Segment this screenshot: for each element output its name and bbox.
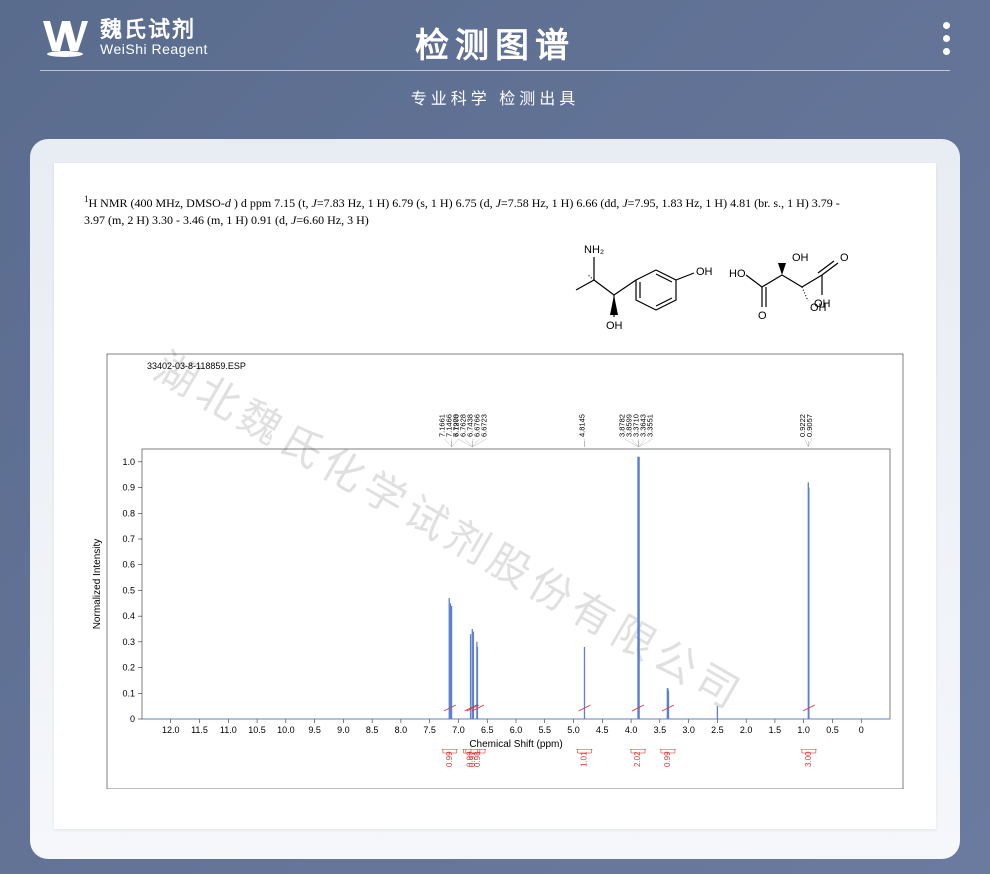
svg-text:3.3551: 3.3551 <box>646 414 655 437</box>
svg-text:12.0: 12.0 <box>162 725 180 735</box>
svg-text:HO: HO <box>729 268 746 280</box>
svg-text:2.0: 2.0 <box>740 725 753 735</box>
svg-text:O: O <box>758 310 767 322</box>
svg-text:1.0: 1.0 <box>797 725 810 735</box>
svg-text:2.5: 2.5 <box>711 725 724 735</box>
svg-text:0.99: 0.99 <box>663 750 672 766</box>
svg-text:1.5: 1.5 <box>769 725 782 735</box>
svg-text:0.8: 0.8 <box>122 508 135 518</box>
svg-text:3.00: 3.00 <box>804 750 813 766</box>
svg-text:0.9057: 0.9057 <box>805 414 814 437</box>
svg-text:0.3: 0.3 <box>122 636 135 646</box>
svg-text:OH: OH <box>792 252 809 264</box>
svg-text:5.0: 5.0 <box>567 725 580 735</box>
logo-icon <box>40 18 90 58</box>
nmr-spectrum: 33402-03-8-118859.ESP 0 0.1 0.2 0.3 0.4 0.5 0.6… <box>84 349 906 789</box>
svg-text:6.0: 6.0 <box>510 725 523 735</box>
svg-text:0.5: 0.5 <box>122 585 135 595</box>
page-title: 检测图谱 <box>415 18 575 67</box>
content-card: 湖北魏氏化学试剂股份有限公司 1H NMR (400 MHz, DMSO-d )… <box>30 139 960 859</box>
report-paper: 湖北魏氏化学试剂股份有限公司 1H NMR (400 MHz, DMSO-d )… <box>54 163 936 829</box>
svg-text:2.02: 2.02 <box>633 750 642 766</box>
svg-text:0.99: 0.99 <box>445 750 454 766</box>
svg-text:11.0: 11.0 <box>220 725 237 735</box>
svg-text:0: 0 <box>130 714 135 724</box>
svg-text:OH: OH <box>814 298 831 310</box>
svg-text:10.5: 10.5 <box>248 725 266 735</box>
svg-text:7.0: 7.0 <box>452 725 465 735</box>
svg-text:3.0: 3.0 <box>682 725 695 735</box>
svg-text:0.98: 0.98 <box>473 750 482 766</box>
divider <box>40 70 950 71</box>
svg-text:0.1: 0.1 <box>122 688 135 698</box>
svg-text:0.9: 0.9 <box>122 482 135 492</box>
svg-text:0.4: 0.4 <box>122 611 135 621</box>
chemical-structure: NH₂ OH OH <box>536 235 876 345</box>
svg-text:11.5: 11.5 <box>191 725 208 735</box>
svg-text:4.8145: 4.8145 <box>577 414 586 437</box>
svg-text:6.6723: 6.6723 <box>479 414 488 437</box>
svg-text:6.5: 6.5 <box>481 725 494 735</box>
menu-icon[interactable] <box>943 22 950 55</box>
svg-text:33402-03-8-118859.ESP: 33402-03-8-118859.ESP <box>147 361 246 371</box>
svg-text:Normalized Intensity: Normalized Intensity <box>92 538 103 629</box>
svg-text:3.5: 3.5 <box>654 725 667 735</box>
svg-text:4.0: 4.0 <box>625 725 638 735</box>
svg-text:0.7: 0.7 <box>122 534 135 544</box>
svg-text:1.01: 1.01 <box>579 750 588 766</box>
nmr-description: 1H NMR (400 MHz, DMSO-d ) d ppm 7.15 (t,… <box>84 193 906 229</box>
svg-text:0.5: 0.5 <box>826 725 839 735</box>
svg-text:8.0: 8.0 <box>395 725 408 735</box>
logo: 魏氏试剂 WeiShi Reagent <box>40 18 208 58</box>
svg-text:NH₂: NH₂ <box>584 244 604 256</box>
svg-text:5.5: 5.5 <box>539 725 552 735</box>
svg-text:Chemical Shift (ppm): Chemical Shift (ppm) <box>469 739 562 750</box>
svg-text:9.5: 9.5 <box>308 725 321 735</box>
svg-text:10.0: 10.0 <box>277 725 295 735</box>
svg-text:0.2: 0.2 <box>122 662 135 672</box>
svg-text:8.5: 8.5 <box>366 725 379 735</box>
svg-text:4.5: 4.5 <box>596 725 609 735</box>
svg-text:OH: OH <box>696 266 713 278</box>
logo-en-text: WeiShi Reagent <box>100 42 208 57</box>
logo-cn-text: 魏氏试剂 <box>100 18 208 42</box>
svg-text:1.0: 1.0 <box>122 456 135 466</box>
svg-text:7.5: 7.5 <box>423 725 436 735</box>
svg-text:0: 0 <box>859 725 864 735</box>
svg-text:0.6: 0.6 <box>122 559 135 569</box>
svg-text:O: O <box>840 252 849 264</box>
page-subtitle: 专业科学 检测出具 <box>40 85 950 109</box>
svg-text:9.0: 9.0 <box>337 725 350 735</box>
svg-text:OH: OH <box>606 320 623 332</box>
